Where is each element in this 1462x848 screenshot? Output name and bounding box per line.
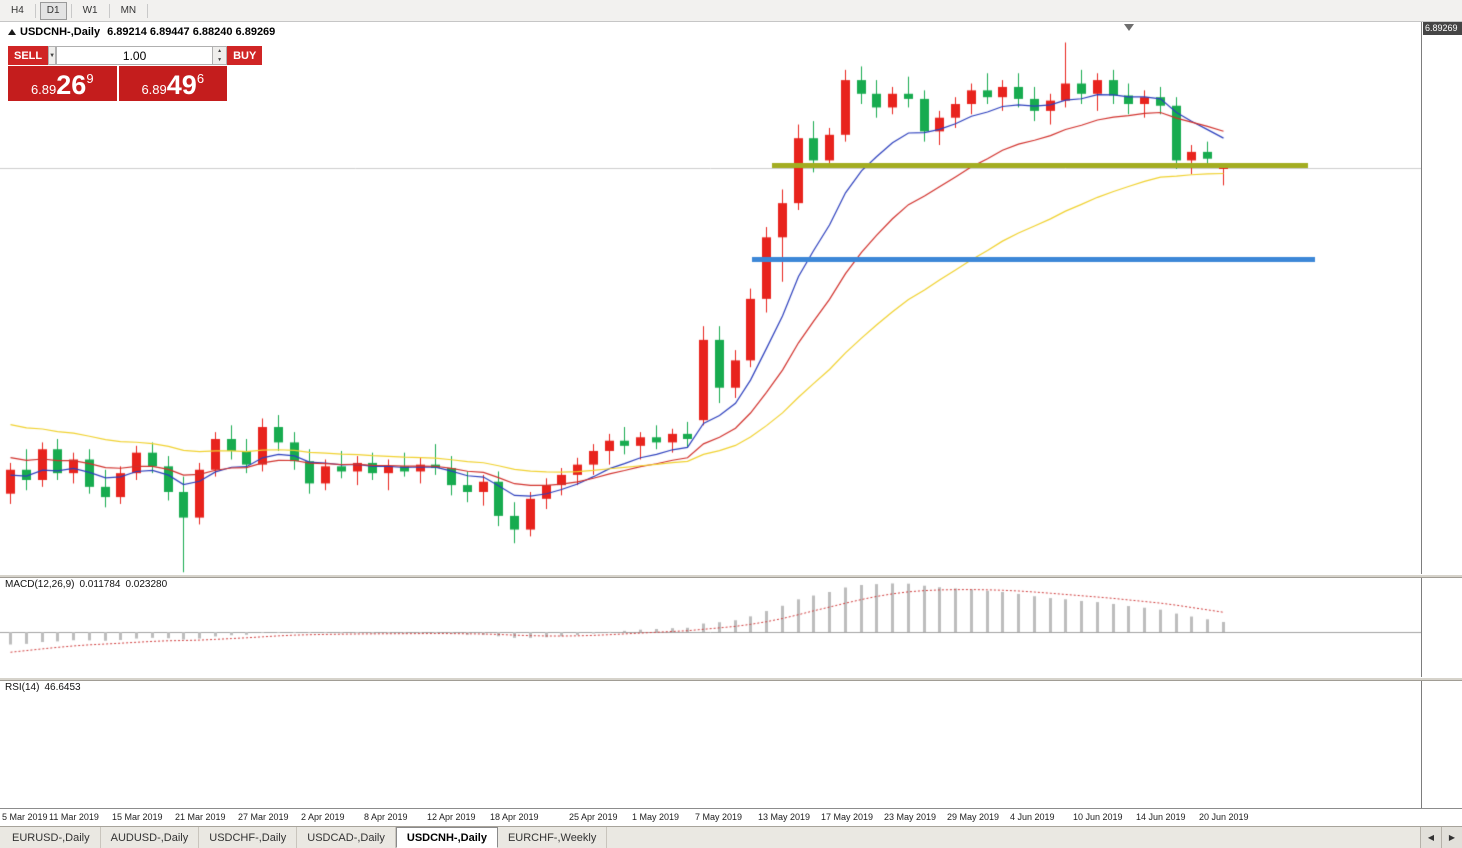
chart-shift-marker-icon[interactable] — [1124, 24, 1134, 31]
chart-tab-usdcad[interactable]: USDCAD-,Daily — [297, 827, 396, 848]
timeline-date-label: 5 Mar 2019 — [2, 812, 48, 822]
timeline-date-label: 4 Jun 2019 — [1010, 812, 1055, 822]
macd-label: MACD(12,26,9) 0.011784 0.023280 — [5, 579, 172, 590]
timeline-date-label: 7 May 2019 — [695, 812, 743, 822]
timeline-date-label: 11 Mar 2019 — [49, 812, 99, 822]
timeline-date-label: 23 May 2019 — [884, 812, 937, 822]
timeframe-button-w1[interactable]: W1 — [76, 2, 105, 20]
timeline-date-label: 14 Jun 2019 — [1136, 812, 1186, 822]
timeline-date-label: 17 May 2019 — [821, 812, 874, 822]
volume-input[interactable] — [57, 47, 213, 64]
rsi-scale — [1423, 680, 1462, 808]
buy-price-sup: 6 — [196, 71, 205, 86]
sell-price-prefix: 6.89 — [30, 82, 57, 97]
pane-divider[interactable] — [0, 677, 1462, 681]
chart-window: 6.89269 USDCNH-,Daily 6.89214 6.89447 6.8… — [0, 22, 1462, 826]
chart-tab-eurchf[interactable]: EURCHF-,Weekly — [498, 827, 608, 848]
rsi-label: RSI(14) 46.6453 — [5, 682, 86, 693]
sell-price-big: 26 — [56, 70, 87, 100]
timeline-date-label: 8 Apr 2019 — [364, 812, 408, 822]
chart-ohlc-values: 6.89214 6.89447 6.88240 6.89269 — [107, 26, 276, 38]
timeframe-button-h4[interactable]: H4 — [4, 2, 31, 20]
current-price-badge: 6.89269 — [1423, 22, 1462, 35]
sell-button[interactable]: SELL — [8, 46, 49, 65]
volume-dropdown-button[interactable]: ▼ — [48, 46, 57, 65]
timeline-date-label: 10 Jun 2019 — [1073, 812, 1123, 822]
price-scale-separator — [1421, 22, 1422, 808]
timeline-date-label: 1 May 2019 — [632, 812, 680, 822]
macd-name: MACD(12,26,9) — [5, 579, 75, 590]
timeline-date-label: 27 Mar 2019 — [238, 812, 289, 822]
chart-title: USDCNH-,Daily 6.89214 6.89447 6.88240 6.8… — [20, 26, 275, 38]
left-arrow-icon: ◀ — [1427, 833, 1435, 842]
buy-button[interactable]: BUY — [227, 46, 263, 65]
buy-price-big: 49 — [166, 70, 197, 100]
pane-divider[interactable] — [0, 574, 1462, 578]
rsi-name: RSI(14) — [5, 682, 40, 693]
timeline-date-label: 13 May 2019 — [758, 812, 811, 822]
timeframe-button-mn[interactable]: MN — [114, 2, 144, 20]
timeframe-toolbar: H4 D1 W1 MN — [0, 0, 1462, 22]
timeline-date-label: 2 Apr 2019 — [301, 812, 345, 822]
timeline-date-label: 15 Mar 2019 — [112, 812, 163, 822]
timeline-date-label: 25 Apr 2019 — [569, 812, 618, 822]
chart-tab-bar: EURUSD-,Daily AUDUSD-,Daily USDCHF-,Daily U… — [0, 826, 1462, 848]
spinner-down-icon[interactable]: ▼ — [213, 55, 227, 64]
timeline-date-label: 12 Apr 2019 — [427, 812, 476, 822]
chart-collapse-marker-icon — [8, 29, 16, 35]
chart-tab-audusd[interactable]: AUDUSD-,Daily — [101, 827, 200, 848]
spinner-up-icon[interactable]: ▲ — [213, 47, 227, 56]
toolbar-separator — [70, 3, 72, 18]
chart-tab-usdchf[interactable]: USDCHF-,Daily — [199, 827, 298, 848]
chart-tab-eurusd[interactable]: EURUSD-,Daily — [2, 827, 101, 848]
price-scale: 6.89269 — [1423, 22, 1462, 574]
right-arrow-icon: ▶ — [1448, 833, 1456, 842]
timeframe-button-d1[interactable]: D1 — [39, 1, 67, 20]
rsi-value: 46.6453 — [44, 682, 81, 693]
tab-scroll-left-button[interactable]: ◀ — [1420, 827, 1441, 848]
volume-spinner[interactable]: ▲ ▼ — [212, 47, 227, 64]
chevron-down-icon: ▼ — [49, 52, 56, 59]
chart-tab-usdcnh[interactable]: USDCNH-,Daily — [395, 827, 498, 848]
macd-value: 0.011784 — [79, 579, 121, 590]
toolbar-separator — [34, 3, 36, 18]
buy-price[interactable]: 6.89 49 6 — [118, 66, 227, 101]
timeline-date-label: 18 Apr 2019 — [490, 812, 539, 822]
chart-symbol-period: USDCNH-,Daily — [20, 26, 101, 38]
timeline-date-label: 21 Mar 2019 — [175, 812, 226, 822]
sell-price-sup: 9 — [86, 71, 94, 86]
time-axis: 5 Mar 2019 11 Mar 2019 15 Mar 2019 21 Mar 2… — [0, 808, 1462, 826]
rsi-canvas[interactable] — [0, 680, 1421, 808]
macd-signal-value: 0.023280 — [125, 579, 168, 590]
tab-scroll-controls: ◀ ▶ — [1420, 827, 1462, 848]
timeline-date-label: 29 May 2019 — [947, 812, 1000, 822]
price-chart-canvas[interactable] — [0, 22, 1421, 574]
macd-scale — [1423, 577, 1462, 677]
timeline-date-label: 20 Jun 2019 — [1199, 812, 1249, 822]
sell-price[interactable]: 6.89 26 9 — [8, 66, 117, 101]
macd-canvas[interactable] — [0, 577, 1421, 677]
buy-price-prefix: 6.89 — [141, 82, 167, 97]
tab-scroll-right-button[interactable]: ▶ — [1441, 827, 1462, 848]
toolbar-separator — [108, 3, 110, 18]
toolbar-separator — [147, 3, 149, 18]
